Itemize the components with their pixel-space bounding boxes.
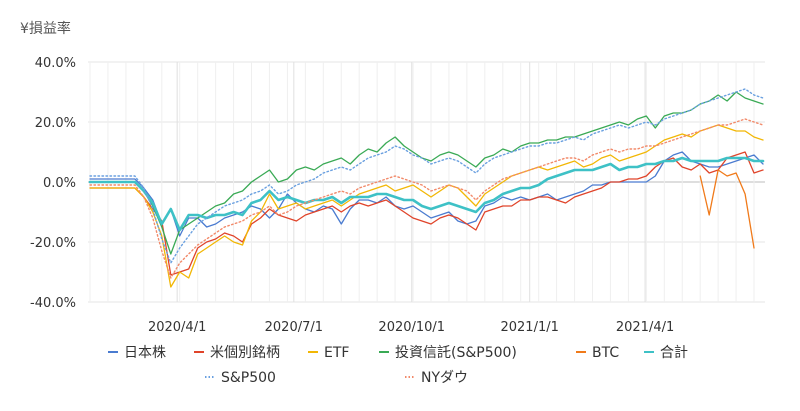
legend[interactable]: 日本株 米個別銘柄 ETF 投資信託(S&P500) BTC 合計 S&P500 NYダウ	[108, 345, 688, 386]
y-axis-title: ¥損益率	[20, 20, 71, 37]
legend-label: S&P500	[221, 370, 276, 386]
legend-item-4[interactable]: BTC	[576, 345, 619, 361]
y-tick-label: -40.0%	[30, 296, 76, 311]
series-line-4	[699, 169, 755, 249]
legend-item-2[interactable]: ETF	[308, 345, 349, 361]
legend-item-0[interactable]: 日本株	[108, 345, 166, 361]
legend-label: 米個別銘柄	[210, 345, 280, 361]
axes: 40.0% 20.0% 0.0% -20.0% -40.0% 2020/4/1 2020/7…	[30, 56, 674, 335]
legend-label: 合計	[660, 345, 688, 361]
legend-item-6[interactable]: S&P500	[205, 370, 276, 386]
series-line-6	[89, 88, 764, 264]
series-line-5	[88, 156, 765, 232]
series-lines	[88, 88, 765, 288]
series-line-1	[89, 151, 764, 276]
x-tick-label: 2021/4/1	[616, 320, 674, 335]
x-tick-label: 2021/1/1	[500, 320, 558, 335]
x-tick-label: 2020/7/1	[265, 320, 323, 335]
legend-label: BTC	[592, 345, 619, 361]
legend-label: NYダウ	[421, 370, 468, 386]
y-tick-label: 0.0%	[43, 176, 76, 191]
y-tick-label: -20.0%	[30, 236, 76, 251]
series-line-0	[89, 151, 764, 237]
legend-label: 投資信託(S&P500)	[395, 345, 517, 361]
y-tick-label: 20.0%	[35, 116, 76, 131]
x-tick-label: 2020/4/1	[148, 320, 206, 335]
y-tick-label: 40.0%	[35, 56, 76, 71]
series-line-3	[89, 91, 764, 255]
legend-item-3[interactable]: 投資信託(S&P500)	[379, 345, 517, 361]
legend-item-7[interactable]: NYダウ	[405, 370, 468, 386]
x-tick-label: 2020/10/1	[378, 320, 445, 335]
grid-lines	[88, 61, 765, 303]
legend-item-5[interactable]: 合計	[644, 345, 688, 361]
legend-item-1[interactable]: 米個別銘柄	[194, 345, 280, 361]
series-line-7	[89, 118, 764, 279]
series-line-2	[89, 124, 764, 288]
legend-label: 日本株	[124, 345, 166, 361]
legend-label: ETF	[324, 345, 349, 361]
